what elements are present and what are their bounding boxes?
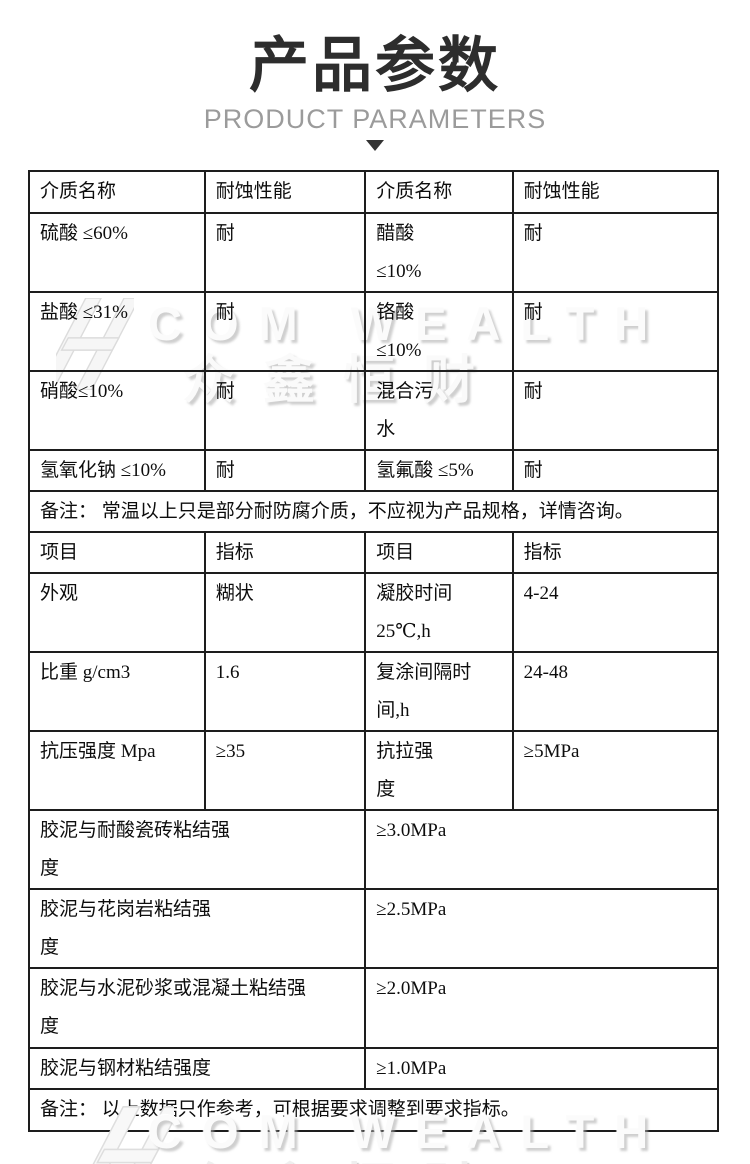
table-cell: 盐酸 ≤31% xyxy=(28,291,206,372)
note-row: 备注： 常温以上只是部分耐防腐介质，不应视为产品规格，详情咨询。 xyxy=(28,490,719,533)
table-cell: 复涂间隔时 间,h xyxy=(364,651,514,732)
table-row: 硫酸 ≤60% 耐 醋酸 ≤10% 耐 xyxy=(28,212,720,293)
table-row: 硝酸≤10% 耐 混合污 水 耐 xyxy=(28,370,720,451)
table-row: 外观 糊状 凝胶时间 25℃,h 4-24 xyxy=(28,572,720,653)
table-cell: 抗拉强 度 xyxy=(364,730,514,811)
table-cell: 抗压强度 Mpa xyxy=(28,730,206,811)
table-row: 胶泥与钢材粘结强度 ≥1.0MPa xyxy=(27,1047,719,1090)
table-cell: 凝胶时间 25℃,h xyxy=(364,572,514,653)
table-cell: 硝酸≤10% xyxy=(28,370,206,451)
table-cell: 1.6 xyxy=(203,651,367,732)
note-row: 备注： 以上数据只作参考，可根据要求调整到要求指标。 xyxy=(28,1088,719,1132)
table-cell: 氢氟酸 ≤5% xyxy=(364,449,514,492)
table-cell: 胶泥与花岗岩粘结强 度 xyxy=(27,888,367,969)
spec-note: 备注： 以上数据只作参考，可根据要求调整到要求指标。 xyxy=(28,1088,719,1132)
table-row: 氢氧化钠 ≤10% 耐 氢氟酸 ≤5% 耐 xyxy=(28,449,720,492)
table-cell: 外观 xyxy=(28,572,206,653)
table-cell: 耐 xyxy=(511,370,720,451)
table-cell: 混合污 水 xyxy=(364,370,514,451)
watermark-brand-cn: 众鑫恒财 xyxy=(183,1146,503,1164)
page-title: 产品参数 xyxy=(249,32,501,99)
table-row: 胶泥与耐酸瓷砖粘结强 度 ≥3.0MPa xyxy=(27,809,719,890)
table-header-cell: 介质名称 xyxy=(364,170,514,214)
table-cell: ≥2.0MPa xyxy=(364,967,719,1049)
table-row: 胶泥与水泥砂浆或混凝土粘结强 度 ≥2.0MPa xyxy=(27,967,719,1049)
table-cell: 耐 xyxy=(203,370,367,451)
table-cell: 耐 xyxy=(203,291,367,372)
parameters-table: 介质名称 耐蚀性能 介质名称 耐蚀性能 硫酸 ≤60% 耐 醋酸 ≤10% 耐 … xyxy=(27,170,720,1132)
table-row: 比重 g/cm3 1.6 复涂间隔时 间,h 24-48 xyxy=(28,651,720,732)
table-row: 盐酸 ≤31% 耐 铬酸 ≤10% 耐 xyxy=(28,291,720,372)
table-cell: 耐 xyxy=(203,212,367,293)
table-header-cell: 耐蚀性能 xyxy=(511,170,720,214)
table-row: 抗压强度 Mpa ≥35 抗拉强 度 ≥5MPa xyxy=(28,730,720,811)
page-subtitle: PRODUCT PARAMETERS xyxy=(203,104,547,134)
table-cell: 24-48 xyxy=(511,651,720,732)
page-header: 产品参数 PRODUCT PARAMETERS xyxy=(0,0,750,151)
table-cell: ≥2.5MPa xyxy=(364,888,719,969)
table-cell: 胶泥与水泥砂浆或混凝土粘结强 度 xyxy=(27,967,367,1049)
corrosion-header-row: 介质名称 耐蚀性能 介质名称 耐蚀性能 xyxy=(28,170,720,214)
table-cell: 醋酸 ≤10% xyxy=(364,212,514,293)
corrosion-note: 备注： 常温以上只是部分耐防腐介质，不应视为产品规格，详情咨询。 xyxy=(28,490,719,533)
table-cell: 胶泥与钢材粘结强度 xyxy=(27,1047,367,1090)
spec-header-row: 项目 指标 项目 指标 xyxy=(28,531,720,574)
table-header-cell: 介质名称 xyxy=(28,170,206,214)
table-cell: 比重 g/cm3 xyxy=(28,651,206,732)
table-header-cell: 项目 xyxy=(364,531,514,574)
table-header-cell: 耐蚀性能 xyxy=(203,170,367,214)
table-cell: 糊状 xyxy=(203,572,367,653)
table-cell: 铬酸 ≤10% xyxy=(364,291,514,372)
table-cell: ≥1.0MPa xyxy=(364,1047,719,1090)
table-cell: 胶泥与耐酸瓷砖粘结强 度 xyxy=(27,809,367,890)
table-header-cell: 项目 xyxy=(28,531,206,574)
triangle-down-icon xyxy=(366,140,384,151)
table-cell: 硫酸 ≤60% xyxy=(28,212,206,293)
table-cell: 耐 xyxy=(511,212,720,293)
table-row: 胶泥与花岗岩粘结强 度 ≥2.5MPa xyxy=(27,888,719,969)
table-cell: ≥35 xyxy=(203,730,367,811)
table-cell: 耐 xyxy=(511,449,720,492)
table-cell: 耐 xyxy=(511,291,720,372)
table-cell: ≥5MPa xyxy=(511,730,720,811)
table-cell: 氢氧化钠 ≤10% xyxy=(28,449,206,492)
table-header-cell: 指标 xyxy=(511,531,720,574)
table-cell: 4-24 xyxy=(511,572,720,653)
table-header-cell: 指标 xyxy=(203,531,367,574)
table-cell: ≥3.0MPa xyxy=(364,809,719,890)
table-cell: 耐 xyxy=(203,449,367,492)
